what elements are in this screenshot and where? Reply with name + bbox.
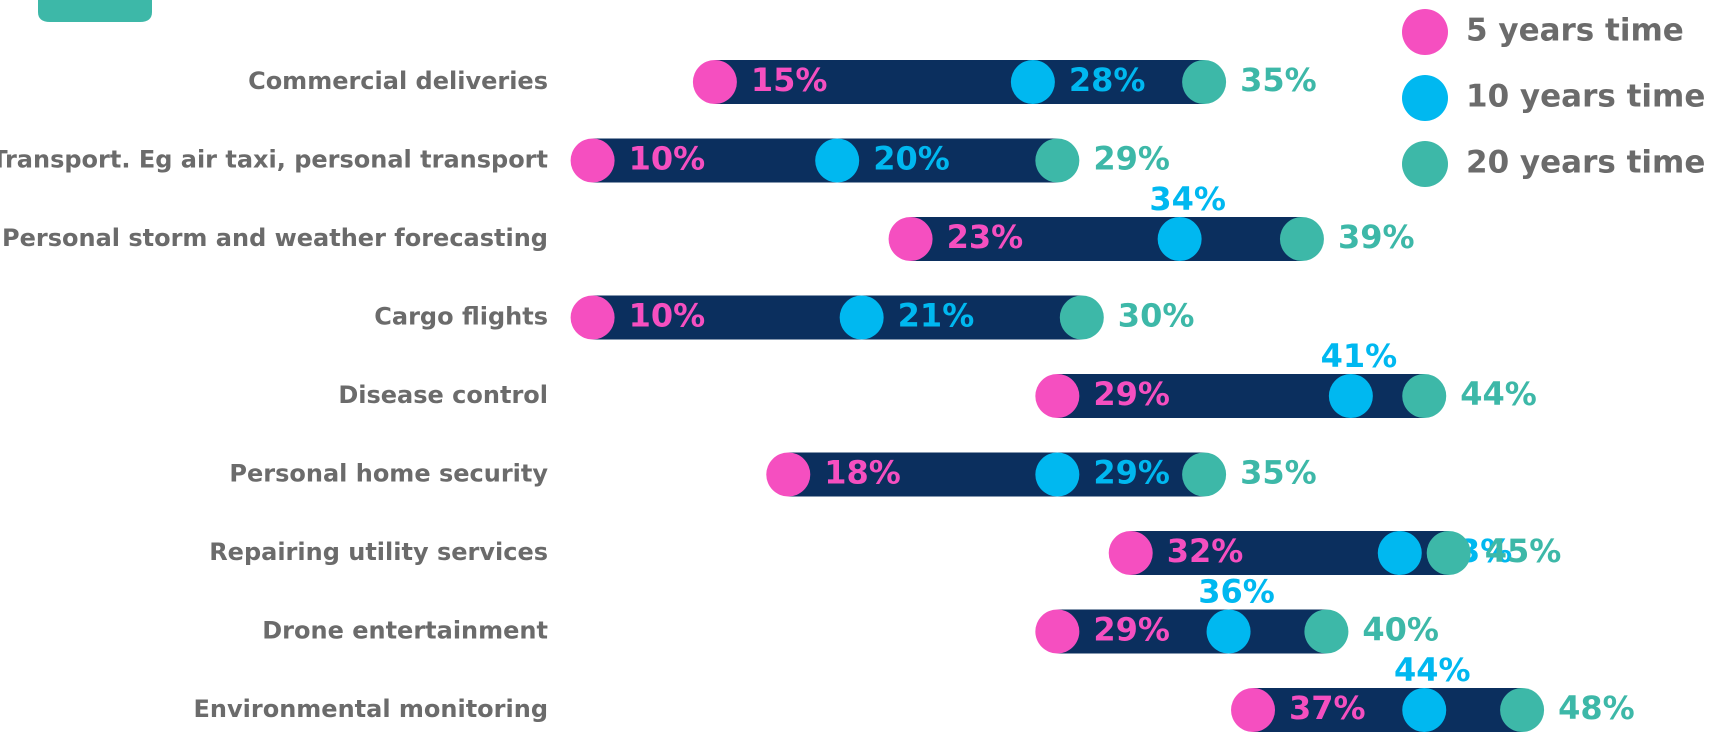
dot [1035,138,1080,183]
dot [570,295,615,340]
value-label: 45% [1485,532,1562,570]
value-label: 44% [1460,375,1537,413]
dot [1328,374,1373,418]
category-label: Personal home security [229,460,548,488]
dot [1059,295,1104,340]
value-label: 35% [1240,61,1317,99]
value-label: 41% [1321,337,1398,375]
dot [1231,688,1276,732]
dot [1279,217,1324,261]
range-bar [788,452,1205,497]
dot [1304,609,1349,654]
value-label: 36% [1198,573,1275,611]
dot [1035,609,1080,654]
range-bar [910,217,1302,261]
dot [839,295,884,340]
category-label: Transport. Eg air taxi, personal transpo… [0,146,548,174]
dot [1182,60,1227,104]
category-label: Commercial deliveries [248,67,548,95]
value-label: 44% [1394,651,1471,689]
category-label: Repairing utility services [209,538,548,566]
dot [1402,688,1447,732]
dot [815,138,860,183]
dot [570,138,615,183]
range-bar [592,295,1082,340]
value-label: 29% [1093,375,1170,413]
value-label: 28% [1069,61,1146,99]
category-label: Cargo flights [374,303,548,331]
value-label: 34% [1149,180,1226,218]
value-label: 37% [1289,689,1366,727]
dot [1108,531,1153,575]
value-label: 35% [1240,454,1317,492]
category-label: Environmental monitoring [194,695,548,723]
value-label: 10% [629,297,706,335]
range-bar [1057,609,1327,654]
value-label: 18% [824,454,901,492]
value-label: 48% [1558,689,1635,727]
value-label: 29% [1093,454,1170,492]
value-label: 20% [873,140,950,178]
value-label: 29% [1093,140,1170,178]
dot [1157,217,1202,261]
dot [1206,609,1251,654]
dot [1500,688,1545,732]
legend-marker [1402,75,1448,121]
value-label: 30% [1118,297,1195,335]
dot [1035,374,1080,418]
dot [1402,374,1447,418]
dot [1010,60,1055,104]
value-label: 29% [1093,611,1170,649]
value-label: 40% [1362,611,1439,649]
value-label: 39% [1338,218,1415,256]
legend-label: 20 years time [1466,145,1705,181]
value-label: 32% [1167,532,1244,570]
dot [888,217,933,261]
legend-marker [1402,141,1448,187]
value-label: 23% [947,218,1024,256]
dot [766,452,811,497]
range-bar [714,60,1205,104]
category-label: Drone entertainment [262,617,548,645]
dot [1426,531,1471,575]
value-label: 21% [898,297,975,335]
icon [38,0,152,22]
category-label: Personal storm and weather forecasting [2,224,548,252]
dot [692,60,737,104]
legend-marker [1402,9,1448,55]
dot [1377,531,1422,575]
range-bar [1253,688,1523,732]
category-label: Disease control [338,381,548,409]
dot [1035,452,1080,497]
value-label: 10% [629,140,706,178]
legend-label: 5 years time [1466,13,1684,49]
legend-label: 10 years time [1466,79,1705,115]
value-label: 15% [751,61,828,99]
dot [1182,452,1227,497]
